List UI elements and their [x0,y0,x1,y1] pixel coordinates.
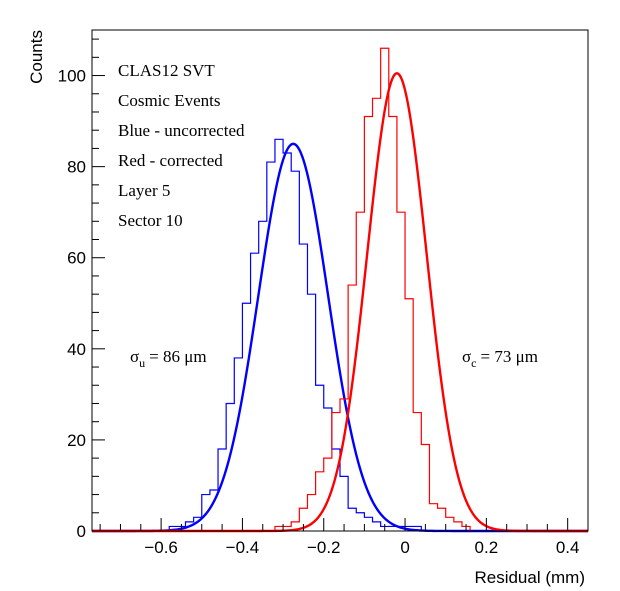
x-tick-label: 0 [400,538,409,557]
histogram-bin [242,303,250,531]
histogram-bin [389,117,397,531]
annotation-line: Sector 10 [118,211,183,230]
x-tick-label: −0.4 [226,538,260,557]
histogram-bin [429,504,437,531]
y-tick-label: 100 [58,67,86,86]
x-tick-label: −0.2 [307,538,341,557]
histogram-bin [316,472,324,531]
axis-layer: −0.6 −0.4 −0.2 0 0.2 0.4 0 20 40 60 80 100 [58,29,589,557]
annotation-line: Blue - uncorrected [118,121,245,140]
histogram-bin [421,444,429,531]
histogram-bin [405,299,413,531]
x-tick-label: −0.6 [144,538,178,557]
histogram-bin [389,526,397,531]
histogram-bin [446,517,454,531]
sigma-c-symbol: σ [462,347,471,366]
histogram-bin [356,212,364,531]
histogram-bin [413,413,421,531]
histogram-bin [234,358,242,531]
x-axis-label: Residual (mm) [474,568,585,587]
annotation-line: Cosmic Events [118,91,220,110]
histogram-corrected [274,47,471,531]
annotation-block: CLAS12 SVT Cosmic Events Blue - uncorrec… [118,61,245,230]
histogram-bin [340,476,348,531]
annotation-line: Layer 5 [118,181,170,200]
plot-frame [91,29,589,532]
histogram-bin [373,522,381,531]
histogram-bin [364,517,372,531]
histogram-bin [324,408,332,531]
y-tick-label: 60 [67,249,86,268]
sigma-u-value: = 86 μm [149,347,206,366]
y-tick-label: 0 [77,522,86,541]
sigma-c-subscript: c [471,356,476,370]
histogram-bin [283,153,291,531]
histogram-bin [348,508,356,531]
histogram-bin [454,522,462,531]
annotation-line: CLAS12 SVT [118,61,215,80]
histogram-bin [307,294,315,531]
x-tick-label: 0.4 [556,538,580,557]
sigma-uncorrected-label: σu = 86 μm [130,347,207,370]
x-tick-label: 0.2 [475,538,499,557]
fit-curve-corrected [92,72,588,533]
histogram-bin [397,212,405,531]
annotation-line: Red - corrected [118,151,223,170]
histogram-bin [299,244,307,531]
sigma-u-subscript: u [139,356,145,370]
y-axis-label: Counts [27,30,46,84]
histogram-uncorrected [168,138,422,531]
histogram-bin [356,513,364,531]
sigma-c-value: = 73 μm [481,347,538,366]
histogram-bin [364,117,372,531]
sigma-corrected-label: σc = 73 μm [462,347,538,370]
histogram-bin [438,508,446,531]
y-tick-label: 80 [67,158,86,177]
sigma-u-symbol: σ [130,347,139,366]
histogram-bin [291,171,299,531]
y-tick-label: 20 [67,431,86,450]
histogram-bin [275,139,283,531]
y-tick-label: 40 [67,340,86,359]
